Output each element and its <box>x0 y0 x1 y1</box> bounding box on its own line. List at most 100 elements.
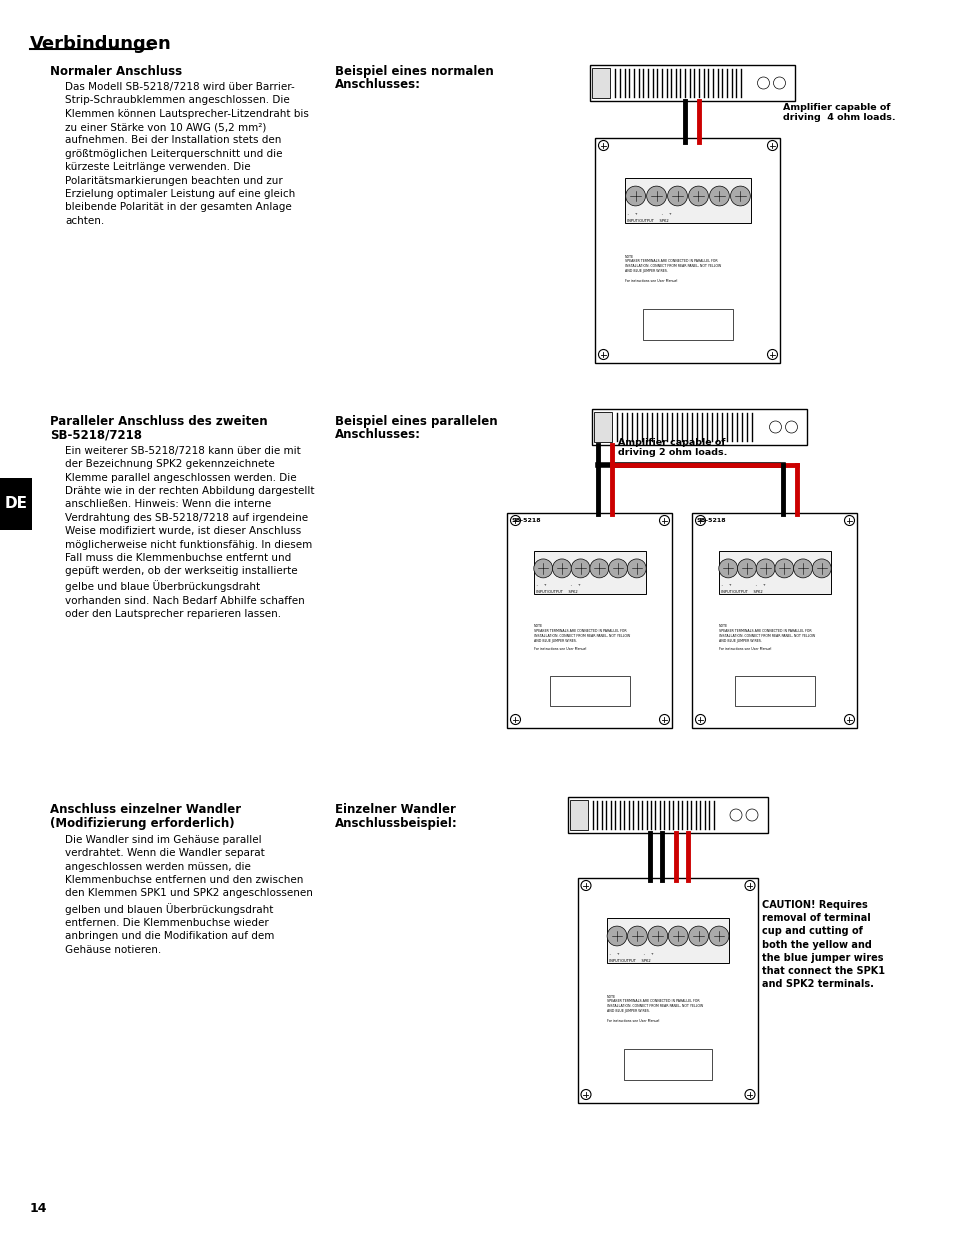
Text: (Modifizierung erforderlich): (Modifizierung erforderlich) <box>50 818 234 830</box>
Text: -  +         -  +: - + - + <box>608 952 653 956</box>
Circle shape <box>774 559 793 578</box>
Text: -  +         -  +: - + - + <box>536 583 580 588</box>
Circle shape <box>688 926 708 946</box>
Circle shape <box>744 1089 754 1099</box>
Bar <box>567 797 767 832</box>
Text: Amplifier capable of
driving 2 ohm loads.: Amplifier capable of driving 2 ohm loads… <box>618 438 726 457</box>
Circle shape <box>767 350 777 359</box>
Circle shape <box>627 926 647 946</box>
Bar <box>594 412 612 442</box>
Circle shape <box>709 186 729 206</box>
Bar <box>592 409 806 445</box>
Bar <box>606 918 728 963</box>
Bar <box>507 513 672 727</box>
Circle shape <box>606 926 626 946</box>
Bar <box>623 1049 711 1079</box>
Circle shape <box>598 350 608 359</box>
Circle shape <box>729 809 741 821</box>
Text: -  +         -  +: - + - + <box>720 583 764 588</box>
Text: DE: DE <box>5 496 28 511</box>
Bar <box>0 478 32 530</box>
Text: Beispiel eines parallelen: Beispiel eines parallelen <box>335 415 497 429</box>
Circle shape <box>695 515 705 526</box>
Circle shape <box>718 559 737 578</box>
Bar <box>719 551 830 594</box>
Circle shape <box>580 881 590 890</box>
Bar <box>592 68 610 98</box>
Circle shape <box>757 77 769 89</box>
Circle shape <box>773 77 784 89</box>
Circle shape <box>625 186 645 206</box>
Text: Amplifier capable of
driving  4 ohm loads.: Amplifier capable of driving 4 ohm loads… <box>782 103 895 122</box>
Bar <box>642 309 733 340</box>
Text: Beispiel eines normalen: Beispiel eines normalen <box>335 65 494 78</box>
Circle shape <box>756 559 774 578</box>
Circle shape <box>647 926 667 946</box>
Circle shape <box>737 559 756 578</box>
Text: SB-5218: SB-5218 <box>511 519 540 524</box>
Circle shape <box>608 559 627 578</box>
Text: 14: 14 <box>30 1202 48 1215</box>
Text: Normaler Anschluss: Normaler Anschluss <box>50 65 182 78</box>
Text: SB-5218/7218: SB-5218/7218 <box>50 429 142 442</box>
Circle shape <box>843 715 854 725</box>
Circle shape <box>589 559 608 578</box>
Text: NOTE
SPEAKER TERMINALS ARE CONNECTED IN PARALLEL FOR
INSTALLATION. CONNECT FROM : NOTE SPEAKER TERMINALS ARE CONNECTED IN … <box>534 625 630 643</box>
Bar <box>549 676 630 706</box>
Text: Anschluss einzelner Wandler: Anschluss einzelner Wandler <box>50 803 241 816</box>
Circle shape <box>695 715 705 725</box>
Text: INPUT/OUTPUT     SPK2: INPUT/OUTPUT SPK2 <box>720 590 761 594</box>
Circle shape <box>510 715 520 725</box>
Circle shape <box>668 926 687 946</box>
Text: Anschlussbeispiel:: Anschlussbeispiel: <box>335 818 457 830</box>
Circle shape <box>580 1089 590 1099</box>
Circle shape <box>659 715 669 725</box>
Text: Anschlusses:: Anschlusses: <box>335 429 420 441</box>
Text: CAUTION! Requires
removal of terminal
cup and cutting of
both the yellow and
the: CAUTION! Requires removal of terminal cu… <box>761 900 884 989</box>
Text: SB-5218: SB-5218 <box>696 519 725 524</box>
Text: NOTE
SPEAKER TERMINALS ARE CONNECTED IN PARALLEL FOR
INSTALLATION. CONNECT FROM : NOTE SPEAKER TERMINALS ARE CONNECTED IN … <box>606 994 702 1013</box>
Circle shape <box>793 559 812 578</box>
Text: INPUT/OUTPUT     SPK2: INPUT/OUTPUT SPK2 <box>626 219 668 224</box>
Text: Paralleler Anschluss des zweiten: Paralleler Anschluss des zweiten <box>50 415 268 429</box>
Text: For instructions see User Manual: For instructions see User Manual <box>624 279 677 283</box>
Bar <box>590 65 795 101</box>
Bar <box>624 178 750 224</box>
Bar <box>595 137 780 363</box>
Text: For instructions see User Manual: For instructions see User Manual <box>719 647 770 651</box>
Circle shape <box>688 186 708 206</box>
Text: Die Wandler sind im Gehäuse parallel
verdrahtet. Wenn die Wandler separat
angesc: Die Wandler sind im Gehäuse parallel ver… <box>65 835 313 955</box>
Circle shape <box>534 559 552 578</box>
Circle shape <box>744 881 754 890</box>
Circle shape <box>843 515 854 526</box>
Bar <box>692 513 857 727</box>
Circle shape <box>769 421 781 433</box>
Text: Ein weiterer SB-5218/7218 kann über die mit
der Bezeichnung SPK2 gekennzeichnete: Ein weiterer SB-5218/7218 kann über die … <box>65 446 314 619</box>
Bar <box>534 551 645 594</box>
Circle shape <box>784 421 797 433</box>
Circle shape <box>646 186 666 206</box>
Circle shape <box>745 809 758 821</box>
Text: Das Modell SB-5218/7218 wird über Barrier-
Strip-Schraubklemmen angeschlossen. D: Das Modell SB-5218/7218 wird über Barrie… <box>65 82 309 226</box>
Text: Anschlusses:: Anschlusses: <box>335 78 420 91</box>
Circle shape <box>708 926 728 946</box>
Text: Einzelner Wandler: Einzelner Wandler <box>335 803 456 816</box>
Circle shape <box>767 141 777 151</box>
Text: Verbindungen: Verbindungen <box>30 35 172 53</box>
Circle shape <box>659 515 669 526</box>
Circle shape <box>552 559 571 578</box>
Bar <box>569 800 587 830</box>
Text: NOTE
SPEAKER TERMINALS ARE CONNECTED IN PARALLEL FOR
INSTALLATION. CONNECT FROM : NOTE SPEAKER TERMINALS ARE CONNECTED IN … <box>624 254 720 273</box>
Text: INPUT/OUTPUT     SPK2: INPUT/OUTPUT SPK2 <box>608 960 650 963</box>
Text: -  +         -  +: - + - + <box>626 212 671 216</box>
Circle shape <box>510 515 520 526</box>
Circle shape <box>571 559 590 578</box>
Circle shape <box>627 559 645 578</box>
Text: NOTE
SPEAKER TERMINALS ARE CONNECTED IN PARALLEL FOR
INSTALLATION. CONNECT FROM : NOTE SPEAKER TERMINALS ARE CONNECTED IN … <box>719 625 814 643</box>
Text: INPUT/OUTPUT     SPK2: INPUT/OUTPUT SPK2 <box>536 590 577 594</box>
Bar <box>734 676 815 706</box>
Circle shape <box>730 186 749 206</box>
Circle shape <box>667 186 687 206</box>
Text: For instructions see User Manual: For instructions see User Manual <box>534 647 586 651</box>
Circle shape <box>598 141 608 151</box>
